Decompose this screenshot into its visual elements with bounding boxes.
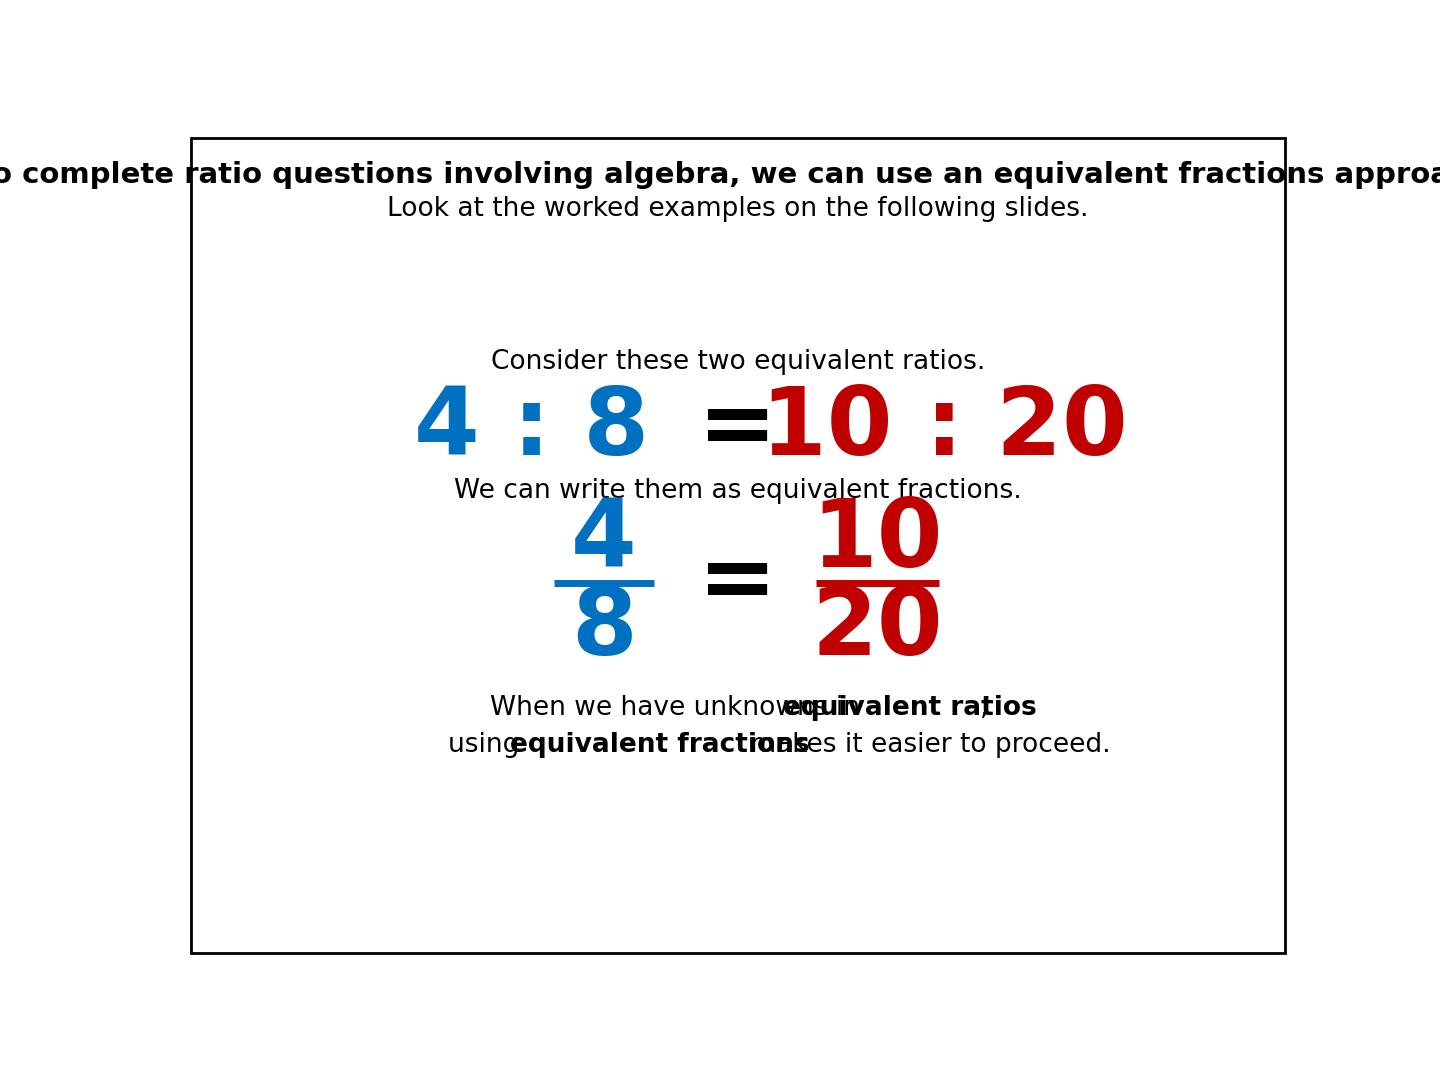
Text: When we have unknowns in: When we have unknowns in [490,694,868,720]
Text: 4 : 8: 4 : 8 [413,383,649,475]
Text: Look at the worked examples on the following slides.: Look at the worked examples on the follo… [387,195,1089,221]
Text: makes it easier to proceed.: makes it easier to proceed. [742,732,1110,758]
Text: 4: 4 [572,496,636,588]
Text: 20: 20 [812,582,943,675]
Text: 8: 8 [572,582,636,675]
Text: equivalent ratios: equivalent ratios [783,694,1037,720]
Text: To complete ratio questions involving algebra, we can use an equivalent fraction: To complete ratio questions involving al… [0,161,1440,189]
Text: using: using [448,732,528,758]
Text: We can write them as equivalent fractions.: We can write them as equivalent fraction… [454,478,1022,504]
Text: =: = [698,383,778,475]
Text: equivalent fractions: equivalent fractions [510,732,809,758]
Text: 10: 10 [812,496,943,588]
Text: ,: , [979,694,988,720]
Text: Consider these two equivalent ratios.: Consider these two equivalent ratios. [491,350,985,376]
Text: =: = [698,537,778,629]
Text: 10 : 20: 10 : 20 [762,383,1128,475]
